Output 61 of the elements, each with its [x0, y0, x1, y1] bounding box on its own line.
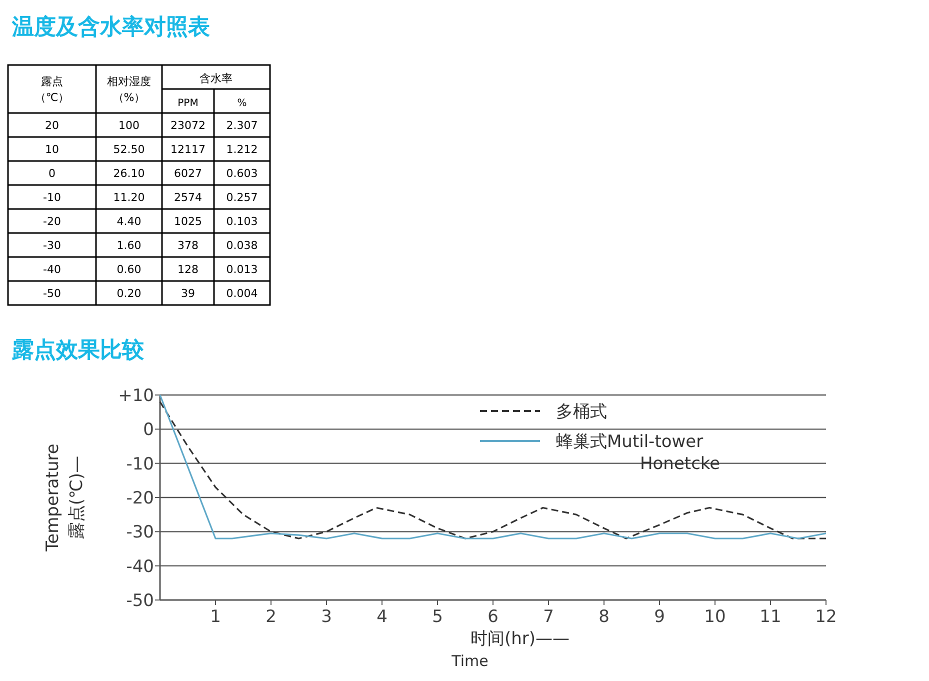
y-tick-label: -20 — [43, 215, 61, 228]
x-tick-label: 3 — [321, 607, 332, 627]
x-tick-label: 5 — [432, 607, 443, 627]
y-tick-label: 10 — [45, 143, 59, 156]
x-tick-label: 6 — [488, 607, 498, 627]
text: 含水率 — [200, 72, 232, 85]
y-tick-label: -50 — [126, 591, 154, 611]
y-tick-label: -10 — [43, 191, 61, 204]
x-tick-label: PPM — [178, 98, 198, 109]
legend-label: 多桶式 — [556, 402, 607, 422]
data-label: 378 — [178, 239, 198, 252]
data-label: 23072 — [170, 119, 206, 132]
chart-title: 露点效果比较 — [11, 338, 145, 363]
y-tick-label: 20 — [45, 119, 59, 132]
data-label: 0.20 — [116, 287, 142, 300]
chart-title: 温度及含水率对照表 — [11, 14, 210, 40]
x-tick-label: 8 — [598, 607, 610, 627]
x-tick-label: 11 — [760, 607, 782, 627]
data-label: 1025 — [174, 215, 202, 228]
y-axis-title: 露点（℃） — [34, 75, 70, 104]
x-tick-label: 12 — [815, 607, 837, 627]
x-tick-label: 相对湿度（%） — [107, 75, 151, 104]
data-label: 128 — [178, 263, 198, 276]
data-label: 6027 — [174, 167, 202, 180]
data-label: 39 — [181, 287, 195, 300]
data-label: 0.004 — [226, 287, 258, 300]
data-label: 52.50 — [113, 143, 145, 156]
x-tick-label: 2 — [266, 607, 276, 627]
x-tick-label: 10 — [704, 607, 726, 627]
y-tick-label: -20 — [126, 488, 154, 508]
y-tick-label: -30 — [43, 239, 61, 252]
data-label: 0.103 — [226, 215, 258, 228]
x-axis-title: 时间(hr)—— Time — [450, 629, 570, 670]
data-label: 0.013 — [226, 263, 258, 276]
y-tick-label: -10 — [126, 454, 154, 474]
data-label: 1.60 — [116, 239, 142, 252]
data-label: 26.10 — [113, 167, 145, 180]
data-label: 2.307 — [226, 119, 258, 132]
y-tick-label: 0 — [48, 167, 56, 180]
data-label: 0.603 — [226, 167, 258, 180]
data-label: 11.20 — [113, 191, 145, 204]
x-tick-label: 9 — [654, 607, 665, 627]
x-tick-label: 7 — [543, 607, 554, 627]
x-tick-label: 4 — [376, 607, 388, 627]
y-tick-label: +10 — [118, 386, 154, 406]
data-label: 0.257 — [226, 191, 258, 204]
y-tick-label: -40 — [43, 263, 61, 276]
y-tick-label: -40 — [126, 556, 154, 577]
data-label: 1.212 — [226, 143, 258, 156]
x-tick-label: 1 — [210, 607, 221, 627]
data-label: 0.038 — [226, 239, 258, 252]
y-tick-label: -50 — [43, 287, 61, 300]
data-label: 12117 — [170, 143, 206, 156]
data-label: 100 — [118, 119, 140, 132]
y-tick-label: 0 — [143, 420, 154, 440]
x-tick-label: % — [237, 98, 247, 109]
data-label: 2574 — [174, 191, 202, 204]
y-tick-label: -30 — [126, 522, 154, 543]
y-axis-title: Temperature 露点(℃)— — [43, 444, 87, 552]
data-label: 0.60 — [116, 263, 142, 276]
data-label: 4.40 — [116, 215, 142, 228]
